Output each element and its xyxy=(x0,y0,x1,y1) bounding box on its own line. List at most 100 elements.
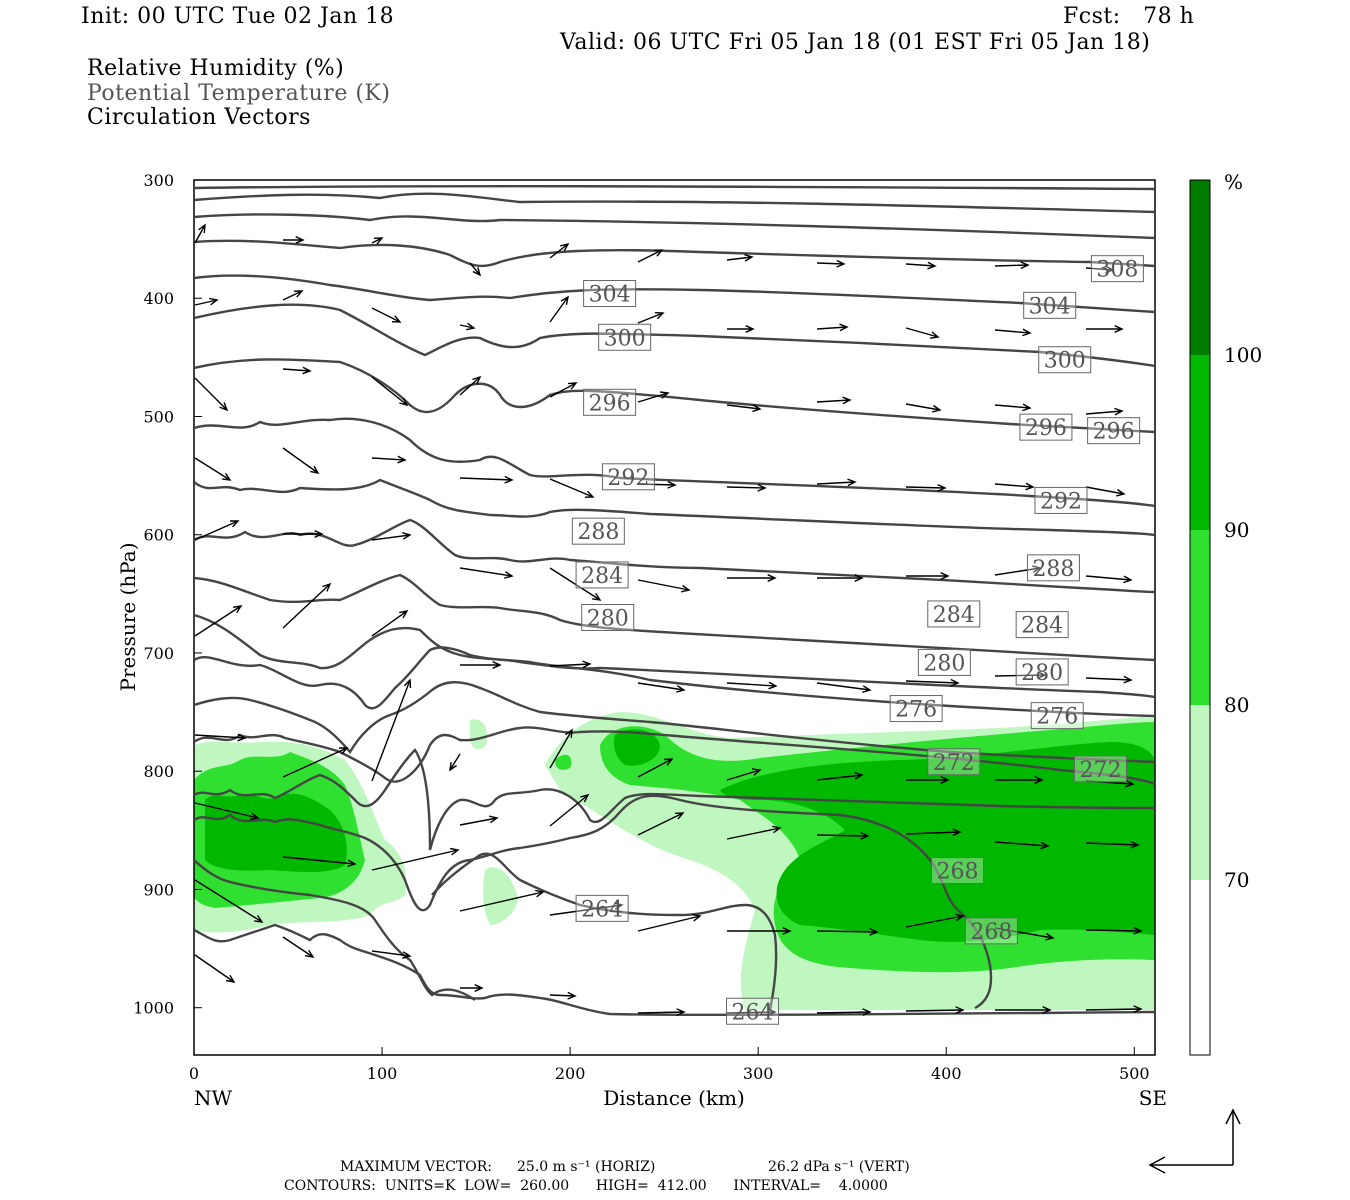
circulation-vector-arrow xyxy=(906,572,950,580)
circulation-vector-arrow xyxy=(194,297,219,306)
x-axis-title: Distance (km) xyxy=(603,1086,745,1110)
circulation-vector-arrow xyxy=(371,376,409,407)
circulation-vector-arrow xyxy=(1085,265,1115,274)
circulation-vector-arrow xyxy=(995,776,1044,784)
circulation-vector-arrow xyxy=(469,262,482,277)
theta-contour xyxy=(194,794,993,1010)
rh-90-patch xyxy=(613,729,660,766)
valid-time: Valid: 06 UTC Fri 05 Jan 18 (01 EST Fri … xyxy=(560,30,1151,55)
circulation-vector-arrow xyxy=(549,728,573,769)
svg-text:296: 296 xyxy=(1093,420,1135,445)
circulation-vector-arrow xyxy=(549,295,569,323)
circulation-vector-arrow xyxy=(816,323,849,332)
circulation-vector-arrow xyxy=(1085,575,1133,584)
circulation-vector-arrow xyxy=(906,776,950,784)
circulation-vector-arrow xyxy=(905,403,942,413)
circulation-vector-arrow xyxy=(460,661,502,669)
plot-frame xyxy=(193,179,1156,1056)
theta-contour-label: 272 xyxy=(1073,755,1127,783)
colorbar-frame xyxy=(1189,179,1211,1056)
circulation-vector-arrow xyxy=(905,678,960,687)
svg-text:304: 304 xyxy=(1029,294,1071,319)
svg-text:292: 292 xyxy=(1040,489,1082,514)
circulation-vector-arrow xyxy=(816,1008,872,1017)
theta-contour-label: 280 xyxy=(1015,658,1069,686)
theta-contour xyxy=(194,358,1155,434)
x-tick-label: 400 xyxy=(931,1064,962,1083)
colorbar-label-70: 70 xyxy=(1224,868,1249,892)
svg-text:300: 300 xyxy=(604,326,646,351)
circulation-vector-arrow xyxy=(449,753,461,772)
theta-contour-label: 292 xyxy=(601,463,655,491)
svg-text:276: 276 xyxy=(1036,705,1078,730)
circulation-vector-arrow xyxy=(371,532,412,541)
theta-contour xyxy=(194,478,1155,537)
circulation-vector-arrow xyxy=(727,927,792,935)
circulation-vector-arrow xyxy=(460,984,484,992)
theta-contour-label: 264 xyxy=(575,894,629,922)
circulation-vector-arrow xyxy=(994,261,1030,270)
circulation-vector-arrow xyxy=(726,825,782,840)
circulation-vector-arrow xyxy=(994,482,1035,491)
circulation-vector-arrow xyxy=(816,771,864,781)
rh-80-patch xyxy=(555,754,572,770)
x-tick-label: 500 xyxy=(1119,1064,1150,1083)
y-tick-label: 800 xyxy=(143,762,174,781)
circulation-vector-arrow xyxy=(994,671,1047,680)
circulation-vector-arrow xyxy=(459,322,476,331)
svg-text:284: 284 xyxy=(1021,614,1063,639)
circulation-vector-arrow xyxy=(282,290,304,301)
circulation-vector-arrow xyxy=(816,831,870,840)
x-tick-label: 200 xyxy=(555,1064,586,1083)
y-tick-label: 500 xyxy=(143,407,174,426)
axes: 0 100 200 300 400 500 300 400 500 600 700 800 900 100… xyxy=(133,171,1149,1083)
theta-contour-label: 300 xyxy=(1038,346,1092,374)
theta-contour xyxy=(194,613,1155,699)
svg-text:288: 288 xyxy=(577,520,619,545)
legend-theta: Potential Temperature (K) xyxy=(87,81,391,106)
circulation-vector-arrow xyxy=(459,567,514,579)
svg-text:264: 264 xyxy=(732,1000,774,1025)
circulation-vector-arrow xyxy=(282,447,320,474)
y-tick-label: 300 xyxy=(143,171,174,190)
theta-contour-label: 268 xyxy=(931,857,985,885)
colorbar-unit: % xyxy=(1224,170,1243,194)
circulation-vector-arrow xyxy=(726,404,762,413)
circulation-vector-arrow xyxy=(371,678,412,782)
colorbar-band-above-100 xyxy=(1190,180,1210,355)
theta-contour-label: 272 xyxy=(927,748,981,776)
y-tick-label: 1000 xyxy=(133,999,174,1018)
circulation-vector-arrow xyxy=(459,475,514,484)
circulation-vector-arrow xyxy=(282,582,332,629)
circulation-vector-arrow xyxy=(905,261,937,270)
svg-text:272: 272 xyxy=(1079,758,1121,783)
y-tick-label: 600 xyxy=(143,526,174,545)
circulation-vector-arrow xyxy=(549,567,602,601)
max-vector-vert: 26.2 dPa s⁻¹ (VERT) xyxy=(768,1159,910,1175)
circulation-vector-arrow xyxy=(283,530,324,538)
theta-contour-label: 284 xyxy=(1015,611,1069,639)
theta-contour xyxy=(194,748,1155,851)
circulation-vector-arrow xyxy=(282,936,315,958)
circulation-vector-arrow xyxy=(549,991,577,1000)
circulation-vector-arrow xyxy=(994,328,1032,337)
circulation-vector-arrow xyxy=(994,927,1055,941)
circulation-vector-arrow xyxy=(194,605,243,637)
circulation-vector-arrow xyxy=(637,913,702,932)
svg-text:296: 296 xyxy=(589,391,631,416)
circulation-vector-arrow xyxy=(459,375,482,396)
circulation-vector-arrow xyxy=(371,307,402,323)
circulation-vector-arrow xyxy=(727,574,777,582)
circulation-vector-arrow xyxy=(371,610,409,637)
circulation-vector-arrow xyxy=(726,483,767,492)
theta-contour-label: 280 xyxy=(917,648,971,676)
svg-text:296: 296 xyxy=(1025,416,1067,441)
circulation-vector-arrow xyxy=(816,396,852,405)
svg-text:268: 268 xyxy=(970,920,1012,945)
theta-contour xyxy=(431,852,778,1011)
circulation-vector-arrow xyxy=(371,237,384,245)
y-tick-label: 400 xyxy=(143,289,174,308)
circulation-vector-arrow xyxy=(637,758,674,778)
circulation-vectors xyxy=(194,223,1143,1017)
y-tick-label: 700 xyxy=(143,644,174,663)
